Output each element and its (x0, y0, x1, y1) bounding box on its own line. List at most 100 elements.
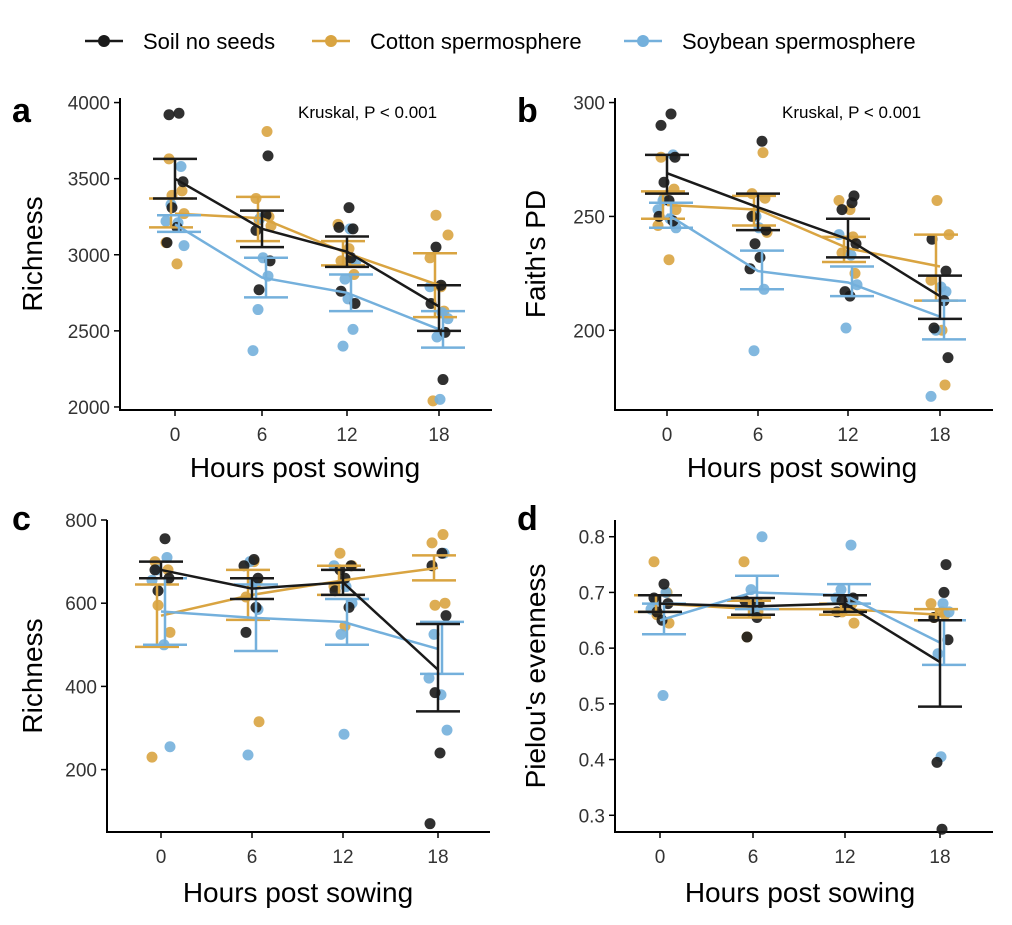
y-tick-label: 800 (65, 511, 97, 532)
data-point (261, 125, 273, 137)
data-point (757, 147, 769, 159)
data-point (440, 610, 452, 622)
points-soybean-spermosphere (146, 547, 453, 761)
y-tick-label: 2500 (68, 322, 110, 343)
data-point (925, 598, 937, 610)
data-point (159, 533, 171, 545)
data-point (436, 547, 448, 559)
data-point (250, 192, 262, 204)
panel-letter: a (12, 92, 32, 130)
data-point (149, 564, 161, 576)
data-point (171, 258, 183, 270)
points-cotton-spermosphere (146, 529, 451, 763)
data-point (161, 551, 173, 563)
legend-item-soil-no-seeds: Soil no seeds (85, 29, 275, 54)
y-tick-label: 4000 (68, 94, 110, 115)
data-point (848, 617, 860, 629)
data-point (940, 286, 952, 298)
data-point (655, 119, 667, 131)
summary-soybean-spermosphere (649, 201, 966, 341)
data-point (343, 601, 355, 613)
panel-letter: d (517, 500, 538, 538)
data-point (741, 631, 753, 643)
points-soybean-spermosphere (160, 160, 454, 405)
data-point (840, 322, 852, 334)
data-point (163, 109, 175, 121)
data-point (430, 241, 442, 253)
y-tick-label: 250 (573, 207, 605, 228)
data-point (938, 586, 950, 598)
data-point (441, 724, 453, 736)
data-point (937, 598, 949, 610)
data-point (925, 274, 937, 286)
points-cotton-spermosphere (160, 125, 454, 407)
data-point (173, 107, 185, 119)
y-tick-label: 200 (573, 321, 605, 342)
data-point (248, 554, 260, 566)
x-tick-label: 0 (662, 425, 673, 446)
points-soil-no-seeds (653, 108, 954, 364)
x-tick-label: 0 (156, 847, 167, 868)
data-point (335, 628, 347, 640)
data-point (657, 690, 669, 701)
panel-c: c 200 400 600 800 0 6 12 18 Hours post sowing Rich… (12, 500, 490, 908)
data-point (437, 529, 449, 541)
y-axis-title: Richness (17, 196, 48, 311)
data-point (836, 204, 848, 216)
panel-d: d 0.3 0.4 0.5 0.6 0.7 0.8 0 6 12 18 Hours post sowi… (517, 500, 993, 908)
x-tick-label: 12 (332, 847, 353, 868)
data-point (434, 747, 446, 759)
y-axis-title: Pielou's evenness (520, 564, 551, 789)
data-point (663, 254, 675, 266)
data-point (253, 284, 265, 296)
data-point (845, 539, 857, 551)
legend-item-soybean-spermosphere: Soybean spermosphere (624, 29, 916, 54)
x-tick-label: 18 (427, 847, 448, 868)
summary-cotton-spermosphere (641, 190, 958, 302)
y-tick-label: 0.4 (579, 751, 606, 772)
x-axis-title: Hours post sowing (183, 877, 413, 908)
y-tick-label: 2000 (68, 398, 110, 419)
data-point (343, 202, 355, 214)
legend-marker (325, 35, 337, 47)
data-point (655, 151, 667, 163)
data-point (262, 150, 274, 162)
data-point (423, 672, 435, 684)
data-point (439, 326, 451, 338)
data-point (426, 537, 438, 549)
y-tick-label: 600 (65, 594, 97, 615)
panel-b: b 200 250 300 0 6 12 18 Hours post sowing Faith's… (517, 92, 993, 483)
summary-soybean-spermosphere (157, 213, 465, 349)
legend-marker (98, 35, 110, 47)
data-point (178, 240, 190, 252)
x-tick-label: 18 (428, 425, 449, 446)
mean-line (160, 568, 439, 671)
summary-cotton-spermosphere (135, 554, 456, 649)
panel-letter: c (12, 500, 31, 538)
data-point (754, 251, 766, 263)
data-point (833, 194, 845, 206)
data-point (940, 559, 952, 571)
y-tick-label: 200 (65, 761, 97, 782)
x-tick-label: 6 (257, 425, 268, 446)
summary-soybean-spermosphere (143, 576, 464, 676)
x-tick-label: 6 (753, 425, 764, 446)
y-tick-label: 0.5 (579, 695, 605, 716)
y-tick-label: 0.6 (579, 639, 605, 660)
data-point (939, 379, 951, 391)
data-point (931, 756, 943, 768)
data-point (242, 749, 254, 761)
data-point (240, 626, 252, 638)
data-point (442, 229, 454, 241)
x-axis-title: Hours post sowing (685, 877, 915, 908)
summary-cotton-spermosphere (634, 593, 958, 622)
x-tick-label: 12 (834, 847, 855, 868)
x-axis-title: Hours post sowing (190, 452, 420, 483)
data-point (424, 818, 436, 830)
data-point (347, 323, 359, 335)
mean-line (659, 602, 941, 664)
x-tick-label: 18 (929, 425, 950, 446)
summary-soil-no-seeds (153, 157, 461, 333)
legend-label: Soybean spermosphere (682, 29, 916, 54)
